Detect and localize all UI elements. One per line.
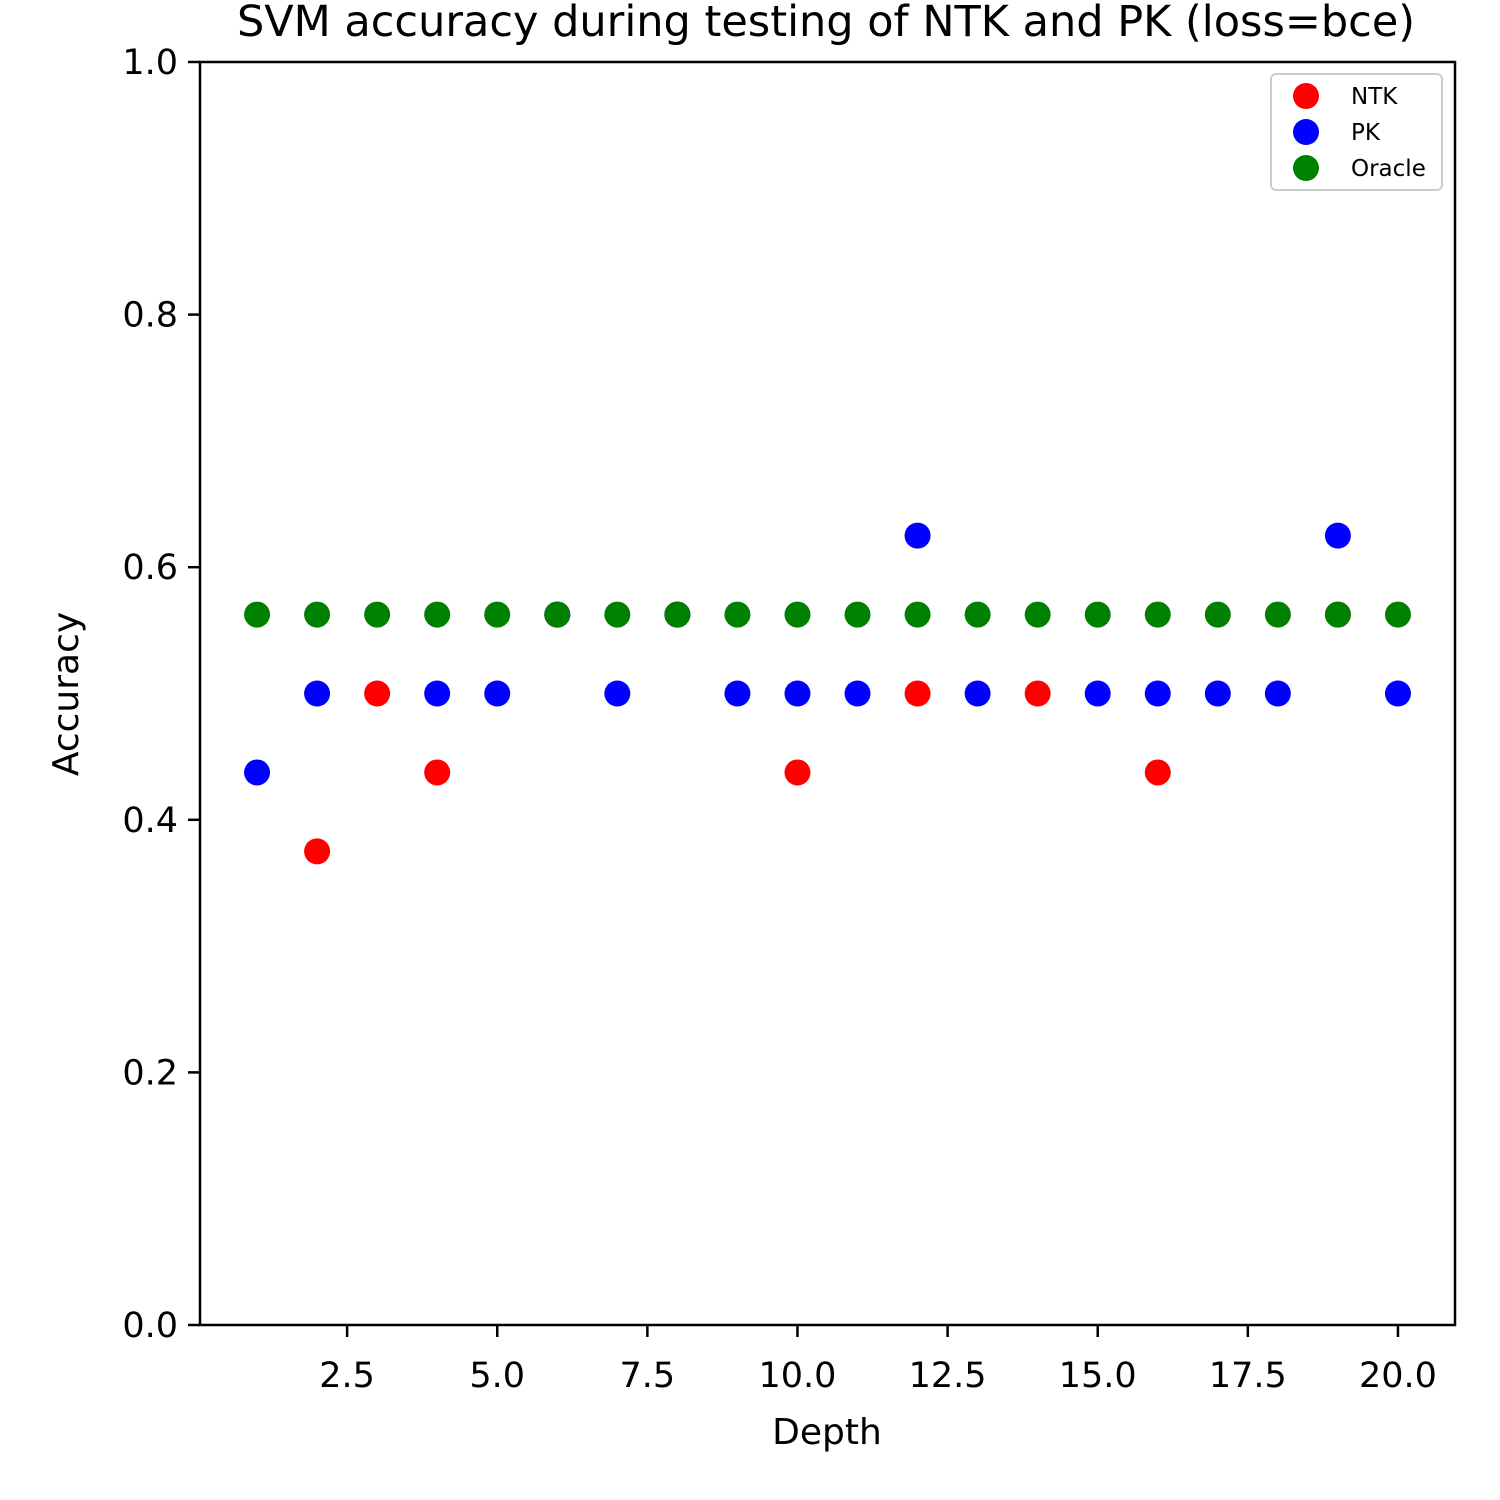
x-axis: 2.5 5.0 7.5 10.0 12.5 15.0 17.5 20.0 bbox=[319, 1325, 1437, 1396]
data-point-pk-12 bbox=[1084, 680, 1111, 707]
y-tick-label: 1.0 bbox=[122, 43, 178, 83]
legend: NTK PK Oracle bbox=[1270, 73, 1443, 191]
data-point-pk-8 bbox=[784, 680, 811, 707]
x-tick-label: 12.5 bbox=[909, 1356, 987, 1396]
data-point-ntk-8 bbox=[1144, 759, 1171, 786]
data-point-pk-0 bbox=[244, 759, 271, 786]
data-point-oracle-12 bbox=[964, 601, 991, 628]
data-point-oracle-16 bbox=[1204, 601, 1231, 628]
data-point-oracle-9 bbox=[784, 601, 811, 628]
series-oracle bbox=[244, 601, 1411, 628]
data-point-pk-11 bbox=[964, 680, 991, 707]
y-tick-label: 0.2 bbox=[122, 1053, 178, 1093]
y-tick-label: 0.4 bbox=[122, 801, 178, 841]
data-point-pk-9 bbox=[844, 680, 871, 707]
x-tick-label: 17.5 bbox=[1209, 1356, 1287, 1396]
axes-frame bbox=[198, 60, 1457, 1327]
x-axis-label: Depth bbox=[772, 1412, 882, 1453]
y-tick-label: 0.6 bbox=[122, 548, 178, 588]
y-axis-label: Accuracy bbox=[46, 612, 87, 776]
data-point-oracle-3 bbox=[424, 601, 451, 628]
x-tick-label: 20.0 bbox=[1359, 1356, 1437, 1396]
data-point-oracle-6 bbox=[604, 601, 631, 628]
data-point-pk-13 bbox=[1144, 680, 1171, 707]
legend-marker-pk bbox=[1293, 119, 1319, 145]
data-point-pk-7 bbox=[724, 680, 751, 707]
data-point-ntk-1 bbox=[364, 680, 391, 707]
data-point-ntk-7 bbox=[1024, 680, 1051, 707]
data-point-oracle-0 bbox=[244, 601, 271, 628]
data-point-pk-5 bbox=[604, 680, 631, 707]
legend-marker-oracle bbox=[1293, 155, 1319, 181]
data-point-pk-14 bbox=[1204, 680, 1231, 707]
data-point-pk-17 bbox=[1384, 680, 1411, 707]
data-point-pk-1 bbox=[304, 680, 331, 707]
x-tick-label: 2.5 bbox=[319, 1356, 375, 1396]
data-point-ntk-0 bbox=[304, 838, 331, 865]
data-point-oracle-14 bbox=[1084, 601, 1111, 628]
data-point-oracle-18 bbox=[1324, 601, 1351, 628]
x-tick-label: 15.0 bbox=[1059, 1356, 1137, 1396]
chart-title: SVM accuracy during testing of NTK and P… bbox=[237, 0, 1415, 47]
data-point-oracle-11 bbox=[904, 601, 931, 628]
data-point-oracle-5 bbox=[544, 601, 571, 628]
plot-area bbox=[244, 522, 1411, 865]
data-point-oracle-4 bbox=[484, 601, 511, 628]
legend-marker-ntk bbox=[1293, 83, 1319, 109]
data-point-oracle-2 bbox=[364, 601, 391, 628]
data-point-pk-3 bbox=[484, 680, 511, 707]
x-tick-label: 7.5 bbox=[620, 1356, 676, 1396]
legend-label-pk: PK bbox=[1351, 120, 1381, 146]
data-point-pk-10 bbox=[904, 522, 931, 549]
data-point-oracle-7 bbox=[664, 601, 691, 628]
data-point-ntk-5 bbox=[784, 759, 811, 786]
data-point-oracle-10 bbox=[844, 601, 871, 628]
y-tick-label: 0.8 bbox=[122, 296, 178, 336]
data-point-ntk-6 bbox=[904, 680, 931, 707]
data-point-oracle-8 bbox=[724, 601, 751, 628]
y-tick-label: 0.0 bbox=[122, 1306, 178, 1346]
data-point-oracle-17 bbox=[1264, 601, 1291, 628]
legend-label-ntk: NTK bbox=[1351, 84, 1398, 110]
x-tick-label: 5.0 bbox=[469, 1356, 525, 1396]
data-point-oracle-15 bbox=[1144, 601, 1171, 628]
data-point-oracle-19 bbox=[1384, 601, 1411, 628]
data-point-ntk-2 bbox=[424, 759, 451, 786]
legend-label-oracle: Oracle bbox=[1351, 156, 1426, 182]
x-tick-label: 10.0 bbox=[759, 1356, 837, 1396]
data-point-oracle-13 bbox=[1024, 601, 1051, 628]
data-point-oracle-1 bbox=[304, 601, 331, 628]
y-axis: 0.0 0.2 0.4 0.6 0.8 1.0 bbox=[122, 43, 200, 1346]
data-point-pk-2 bbox=[424, 680, 451, 707]
data-point-pk-16 bbox=[1324, 522, 1351, 549]
data-point-pk-15 bbox=[1264, 680, 1291, 707]
